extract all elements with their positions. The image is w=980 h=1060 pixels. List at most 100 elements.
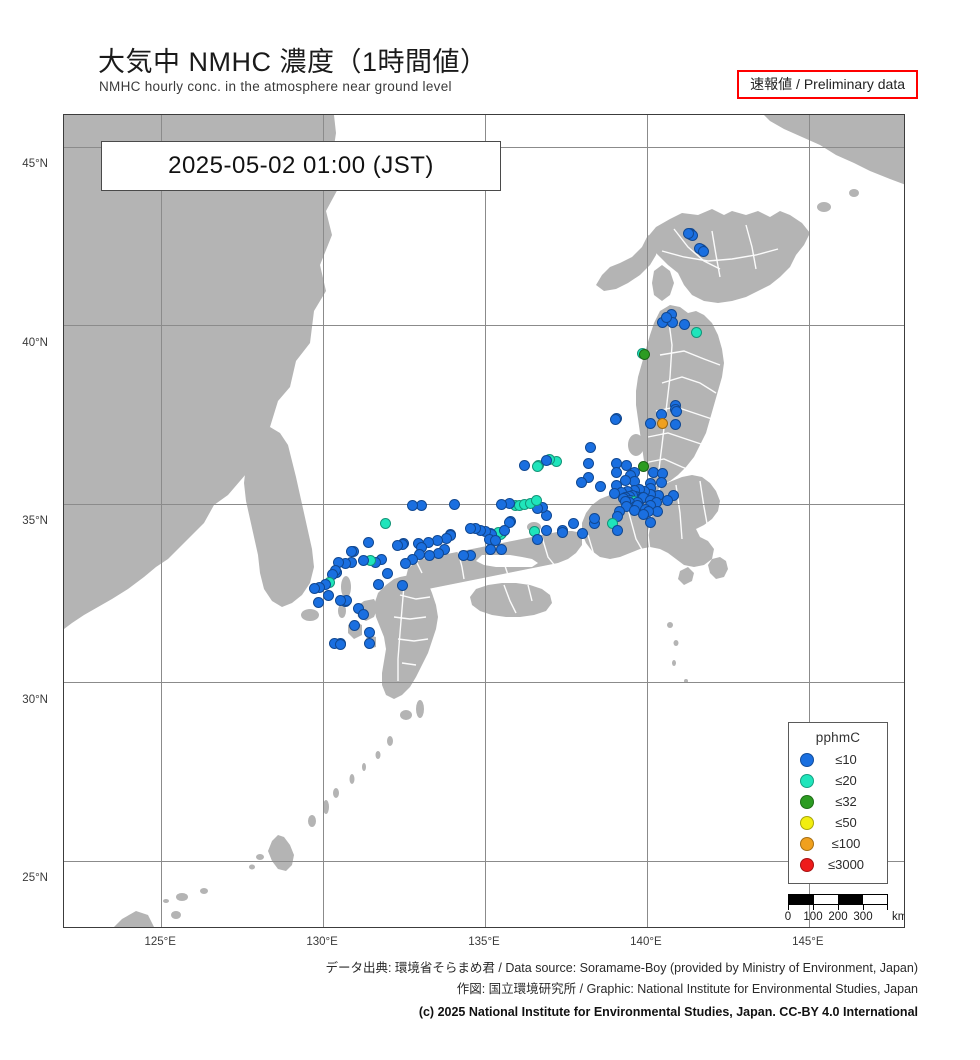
x-tick [307, 927, 308, 928]
x-tick [177, 927, 178, 928]
y-tick [63, 290, 64, 291]
data-point [392, 539, 404, 551]
legend-swatch-icon [800, 836, 814, 851]
y-tick [63, 522, 64, 523]
data-point [372, 579, 384, 590]
y-tick [63, 236, 64, 237]
x-tick [517, 927, 518, 928]
y-tick [63, 308, 64, 309]
y-tick [63, 772, 64, 773]
x-tick [825, 927, 826, 928]
data-point [612, 525, 624, 537]
x-tick [372, 927, 373, 928]
x-tick-label: 130°E [306, 936, 338, 948]
legend-swatch-icon [800, 857, 814, 872]
scale-seg-4 [862, 895, 887, 904]
data-point [575, 477, 587, 489]
legend-item-1[interactable]: ≤20 [795, 770, 881, 791]
scale-seg-1 [789, 895, 814, 904]
legend-item-label: ≤50 [835, 815, 857, 830]
data-point [698, 245, 710, 257]
legend-item-3[interactable]: ≤50 [795, 812, 881, 833]
data-point [379, 518, 391, 530]
y-tick [63, 486, 64, 487]
data-point [323, 589, 335, 601]
legend-item-5[interactable]: ≤3000 [795, 854, 881, 875]
x-tick [469, 927, 470, 928]
legend-item-0[interactable]: ≤10 [795, 749, 881, 770]
data-point [589, 512, 600, 524]
x-tick [841, 927, 842, 928]
y-tick [63, 504, 64, 505]
scale-unit-label: km [892, 911, 904, 923]
x-tick [874, 927, 875, 928]
data-point [682, 228, 694, 239]
y-tick-label: 30°N [22, 693, 48, 706]
legend-swatch-icon [800, 794, 814, 809]
x-tick-label: 135°E [468, 936, 500, 948]
x-tick [210, 927, 211, 928]
y-tick [63, 790, 64, 791]
legend-item-label: ≤20 [835, 773, 857, 788]
map-plot-area[interactable]: 2025-05-02 01:00 (JST) pphmC ≤10 ≤20 ≤32 ≤5… [63, 114, 905, 928]
gridline-lat-40 [64, 325, 904, 326]
data-point [495, 499, 507, 511]
data-point [382, 568, 394, 580]
data-point [584, 441, 596, 453]
data-point [464, 522, 476, 534]
y-tick [63, 558, 64, 559]
x-tick [857, 927, 858, 928]
x-tick [663, 927, 664, 928]
y-tick [63, 647, 64, 648]
data-point [362, 537, 374, 549]
y-tick [63, 540, 64, 541]
y-tick [63, 326, 64, 327]
y-tick [63, 665, 64, 666]
footer-graphic-credit: 作図: 国立環境研究所 / Graphic: National Institut… [456, 982, 918, 996]
gridline-lat-25 [64, 861, 904, 862]
x-tick [777, 927, 778, 928]
x-tick [339, 927, 340, 928]
data-point [656, 477, 667, 489]
gridline-lon-125 [161, 115, 162, 927]
scale-tick-label: 0 [784, 911, 792, 923]
data-point [495, 544, 507, 555]
page-header: 大気中 NMHC 濃度（1時間値） NMHC hourly conc. in t… [0, 0, 980, 114]
data-point [349, 620, 361, 631]
page-title: 大気中 NMHC 濃度（1時間値） [98, 47, 488, 77]
y-tick [63, 379, 64, 380]
x-tick [275, 927, 276, 928]
x-tick [113, 927, 114, 928]
y-tick [63, 629, 64, 630]
x-tick [161, 927, 162, 928]
y-tick [63, 915, 64, 916]
data-point [556, 526, 568, 538]
data-point [400, 557, 412, 569]
data-point [335, 638, 347, 650]
x-tick [647, 927, 648, 928]
x-tick [566, 927, 567, 928]
data-point [346, 545, 358, 557]
x-tick [356, 927, 357, 928]
data-point [660, 312, 672, 324]
data-point [678, 319, 690, 331]
legend-item-4[interactable]: ≤100 [795, 833, 881, 854]
data-point [498, 525, 510, 537]
legend-item-2[interactable]: ≤32 [795, 791, 881, 812]
page-footer: データ出典: 環境省そらまめ君 / Data source: Soramame-… [0, 958, 980, 1024]
gridline-lat-30 [64, 682, 904, 683]
legend: pphmC ≤10 ≤20 ≤32 ≤50 ≤100 ≤3000 [788, 722, 888, 884]
x-tick [809, 927, 810, 928]
x-tick [712, 927, 713, 928]
gridline-lon-130 [323, 115, 324, 927]
japan-map [64, 115, 904, 927]
x-tick-label: 145°E [792, 936, 824, 948]
data-point [670, 405, 682, 417]
data-point [645, 517, 657, 529]
data-point [519, 460, 530, 472]
footer-copyright: (c) 2025 National Institute for Environm… [418, 1005, 918, 1019]
data-point [610, 466, 622, 478]
x-tick [242, 927, 243, 928]
y-tick [63, 843, 64, 844]
data-point [620, 475, 632, 487]
